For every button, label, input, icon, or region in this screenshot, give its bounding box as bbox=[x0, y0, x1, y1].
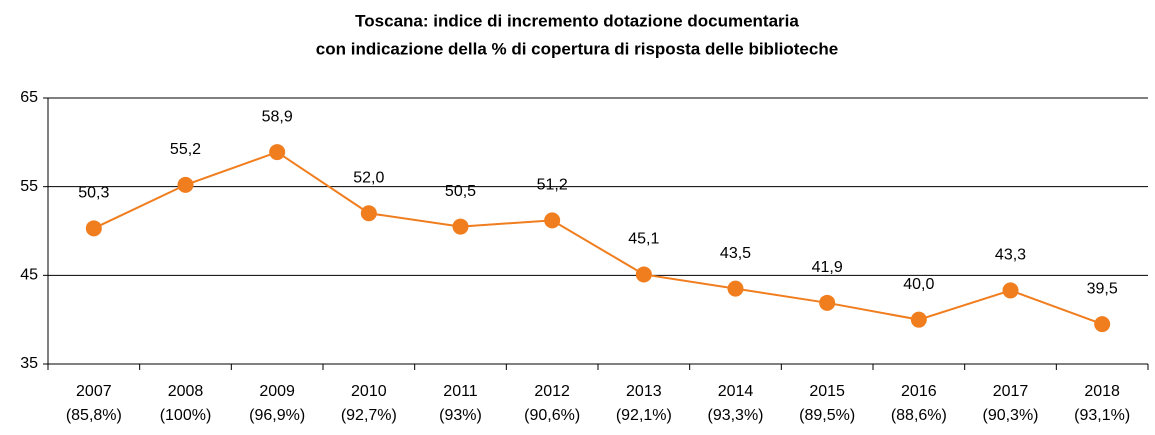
data-label: 50,5 bbox=[445, 183, 476, 200]
x-tick-sublabel: (85,8%) bbox=[66, 407, 122, 424]
x-tick-sublabel: (93,1%) bbox=[1074, 407, 1130, 424]
data-label: 58,9 bbox=[262, 108, 293, 125]
y-tick-label: 35 bbox=[20, 355, 38, 372]
point bbox=[819, 294, 836, 311]
y-tick-label: 45 bbox=[20, 267, 38, 284]
y-tick-label: 55 bbox=[20, 178, 38, 195]
point bbox=[360, 205, 377, 222]
x-tick-label: 2007 bbox=[76, 383, 112, 400]
x-tick-sublabel: (100%) bbox=[160, 407, 212, 424]
chart-title: Toscana: indice di incremento dotazione … bbox=[355, 11, 799, 30]
x-tick-label: 2016 bbox=[901, 383, 937, 400]
data-label: 39,5 bbox=[1087, 280, 1118, 297]
point bbox=[635, 266, 652, 283]
data-label: 40,0 bbox=[903, 276, 934, 293]
x-tick-label: 2014 bbox=[718, 383, 754, 400]
point bbox=[85, 220, 102, 237]
x-tick-label: 2008 bbox=[168, 383, 204, 400]
point bbox=[269, 144, 286, 161]
x-tick-label: 2009 bbox=[259, 383, 295, 400]
data-label: 45,1 bbox=[628, 231, 659, 248]
data-label: 41,9 bbox=[812, 259, 843, 276]
x-tick-label: 2012 bbox=[534, 383, 570, 400]
chart-subtitle: con indicazione della % di copertura di … bbox=[316, 39, 838, 58]
line bbox=[93, 150, 1103, 326]
x-tick-sublabel: (96,9%) bbox=[249, 407, 305, 424]
data-label: 52,0 bbox=[353, 169, 384, 186]
point bbox=[177, 176, 194, 193]
data-label: 43,3 bbox=[995, 247, 1026, 264]
point bbox=[1002, 282, 1019, 299]
x-tick-label: 2010 bbox=[351, 383, 387, 400]
x-tick-sublabel: (93,3%) bbox=[707, 407, 763, 424]
x-tick-label: 2015 bbox=[809, 383, 845, 400]
x-tick-label: 2011 bbox=[443, 383, 478, 400]
point bbox=[544, 212, 561, 229]
data-label: 50,3 bbox=[78, 185, 109, 202]
point bbox=[1094, 316, 1111, 333]
x-tick-sublabel: (93%) bbox=[439, 407, 482, 424]
y-tick-label: 65 bbox=[20, 89, 38, 106]
point bbox=[452, 218, 469, 235]
x-tick-label: 2017 bbox=[993, 383, 1029, 400]
x-tick-sublabel: (92,1%) bbox=[616, 407, 672, 424]
x-tick-label: 2013 bbox=[626, 383, 662, 400]
x-tick-sublabel: (92,7%) bbox=[341, 407, 397, 424]
data-label: 51,2 bbox=[537, 177, 568, 194]
data-label: 55,2 bbox=[170, 141, 201, 158]
data-label: 43,5 bbox=[720, 245, 751, 262]
point bbox=[910, 311, 927, 328]
x-tick-sublabel: (88,6%) bbox=[891, 407, 947, 424]
x-tick-label: 2018 bbox=[1084, 383, 1120, 400]
x-tick-sublabel: (90,6%) bbox=[524, 407, 580, 424]
point bbox=[727, 280, 744, 297]
x-tick-sublabel: (89,5%) bbox=[799, 407, 855, 424]
x-tick-sublabel: (90,3%) bbox=[982, 407, 1038, 424]
